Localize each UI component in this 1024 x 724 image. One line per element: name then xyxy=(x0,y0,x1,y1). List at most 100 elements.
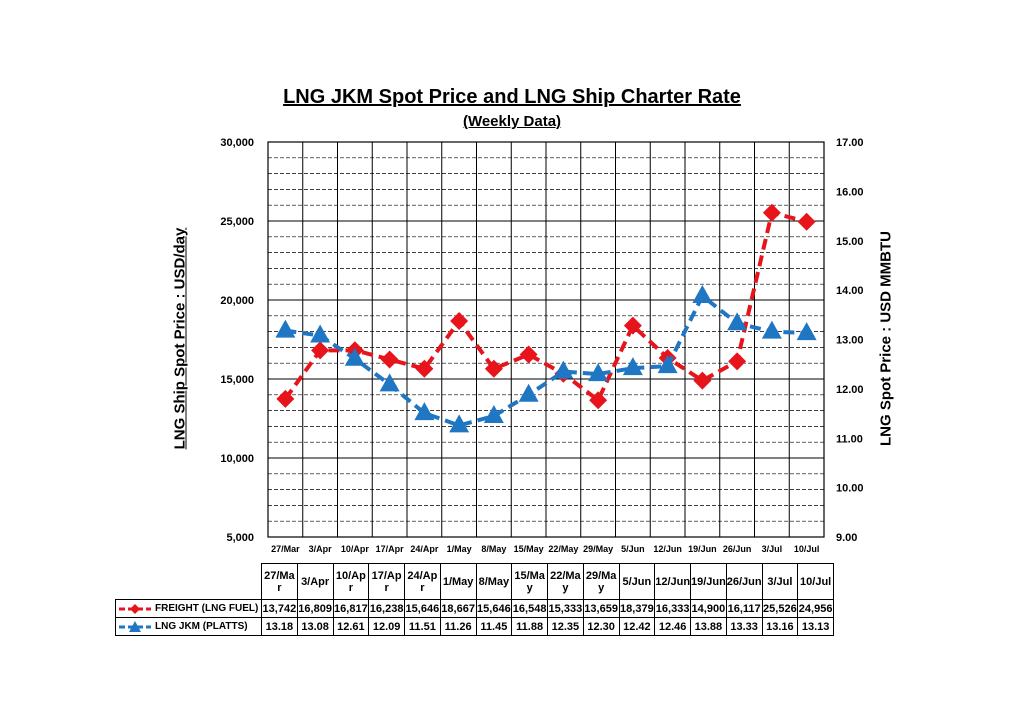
table-value-cell: 18,379 xyxy=(618,599,656,618)
legend-swatch xyxy=(119,620,151,632)
jkm-marker xyxy=(275,319,296,338)
freight-marker xyxy=(728,352,747,371)
jkm-marker xyxy=(622,357,643,376)
legend-label: LNG JKM (PLATTS) xyxy=(155,621,248,632)
table-value-cell: 12.30 xyxy=(582,617,620,636)
left-axis-tick-label: 25,000 xyxy=(220,216,254,228)
table-value-cell: 15,333 xyxy=(547,599,584,618)
jkm-marker xyxy=(692,285,713,304)
table-value-cell: 11.45 xyxy=(475,617,513,636)
chart-subtitle: (Weekly Data) xyxy=(462,113,562,130)
left-axis-tick-label: 15,000 xyxy=(220,374,254,386)
left-axis-tick-label: 30,000 xyxy=(220,137,254,149)
jkm-marker xyxy=(761,320,782,339)
table-row: FREIGHT (LNG FUEL) 13,742 16,809 16,817 16,2… xyxy=(115,599,834,618)
table-value-cell: 16,333 xyxy=(654,599,691,618)
freight-marker xyxy=(589,391,608,410)
jkm-marker xyxy=(344,347,365,366)
table-value-cell: 13.18 xyxy=(261,617,298,636)
table-value-cell: 12.35 xyxy=(547,617,584,636)
table-header-cell: 29/Ma y xyxy=(582,563,620,600)
table-value-cell: 25,526 xyxy=(761,599,799,618)
right-axis-tick-label: 15.00 xyxy=(836,236,864,248)
jkm-marker xyxy=(449,414,470,433)
freight-marker xyxy=(450,312,469,331)
table-value-cell: 11.51 xyxy=(404,617,441,636)
table-value-cell: 24,956 xyxy=(797,599,834,618)
freight-marker xyxy=(380,350,399,369)
chart-title: LNG JKM Spot Price and LNG Ship Charter … xyxy=(283,86,741,108)
x-axis-tick-label: 27/Mar xyxy=(271,544,300,554)
left-axis-tick-label: 10,000 xyxy=(220,453,254,465)
right-axis-tick-label: 10.00 xyxy=(836,483,864,495)
freight-marker xyxy=(276,389,295,408)
table-value-cell: 12.61 xyxy=(332,617,370,636)
right-axis-tick-label: 11.00 xyxy=(836,433,863,445)
table-header-cell: 10/Ap r xyxy=(332,563,370,600)
table-value-cell: 16,117 xyxy=(725,599,763,618)
table-header-cell: 10/Jul xyxy=(797,563,834,600)
x-axis-tick-label: 29/May xyxy=(583,544,613,554)
x-axis-tick-label: 3/Jul xyxy=(762,544,783,554)
table-header-cell: 5/Jun xyxy=(618,563,656,600)
legend-label: FREIGHT (LNG FUEL) xyxy=(155,603,259,614)
legend-cell: FREIGHT (LNG FUEL) xyxy=(115,599,262,618)
right-axis-tick-label: 16.00 xyxy=(836,186,864,198)
plot-area-border xyxy=(267,141,825,538)
freight-marker xyxy=(415,359,434,378)
data-table: 27/Ma r 3/Apr 10/Ap r 17/Ap r 24/Ap r 1/May 8/May 1… xyxy=(115,563,834,636)
table-value-cell: 16,817 xyxy=(332,599,370,618)
table-header-cell: 17/Ap r xyxy=(368,563,405,600)
freight-marker xyxy=(311,341,330,360)
jkm-marker xyxy=(657,355,678,374)
jkm-marker xyxy=(379,373,400,392)
x-axis-tick-label: 8/May xyxy=(481,544,506,554)
table-header-cell: 12/Jun xyxy=(654,563,691,600)
x-axis-tick-label: 17/Apr xyxy=(376,544,405,554)
x-axis-tick-label: 1/May xyxy=(447,544,472,554)
series-line-2 xyxy=(285,294,807,428)
freight-marker xyxy=(797,212,816,231)
right-axis-tick-label: 13.00 xyxy=(836,335,864,347)
right-axis-tick-label: 9.00 xyxy=(836,532,857,544)
x-axis-tick-label: 3/Apr xyxy=(309,544,333,554)
x-axis-tick-label: 19/Jun xyxy=(688,544,717,554)
table-value-cell: 14,900 xyxy=(690,599,727,618)
right-axis-tick-label: 14.00 xyxy=(836,285,864,297)
jkm-marker xyxy=(588,363,609,382)
table-header-cell: 3/Apr xyxy=(296,563,334,600)
jkm-marker xyxy=(414,402,435,421)
left-axis-tick-label: 5,000 xyxy=(226,532,254,544)
table-header-cell: 1/May xyxy=(439,563,477,600)
table-header-cell: 22/Ma y xyxy=(547,563,584,600)
freight-marker xyxy=(693,371,712,390)
table-value-cell: 13.16 xyxy=(761,617,799,636)
jkm-marker xyxy=(518,383,539,402)
right-axis-tick-label: 12.00 xyxy=(836,384,864,396)
table-header-cell: 15/Ma y xyxy=(511,563,548,600)
table-value-cell: 13.88 xyxy=(690,617,727,636)
table-header-cell: 8/May xyxy=(475,563,513,600)
jkm-marker xyxy=(553,360,574,379)
freight-marker xyxy=(762,203,781,222)
table-value-cell: 12.46 xyxy=(654,617,691,636)
x-axis-tick-label: 12/Jun xyxy=(653,544,682,554)
jkm-marker xyxy=(483,405,504,424)
x-axis-tick-label: 10/Apr xyxy=(341,544,370,554)
table-header-cell: 3/Jul xyxy=(761,563,799,600)
table-header-cell: 27/Ma r xyxy=(261,563,298,600)
legend-swatch xyxy=(119,603,151,614)
table-value-cell: 12.42 xyxy=(618,617,656,636)
table-header-cell: 24/Ap r xyxy=(404,563,441,600)
table-header-cell: 26/Jun xyxy=(725,563,763,600)
series-line-1 xyxy=(283,210,808,403)
table-value-cell: 11.26 xyxy=(439,617,477,636)
table-corner xyxy=(116,564,262,600)
freight-marker xyxy=(484,359,503,378)
legend-cell: LNG JKM (PLATTS) xyxy=(115,617,262,636)
table-value-cell: 16,238 xyxy=(368,599,405,618)
table-value-cell: 18,667 xyxy=(439,599,477,618)
table-row: LNG JKM (PLATTS) 13.18 13.08 12.61 12.09 11.5… xyxy=(115,617,834,636)
table-value-cell: 11.88 xyxy=(511,617,548,636)
